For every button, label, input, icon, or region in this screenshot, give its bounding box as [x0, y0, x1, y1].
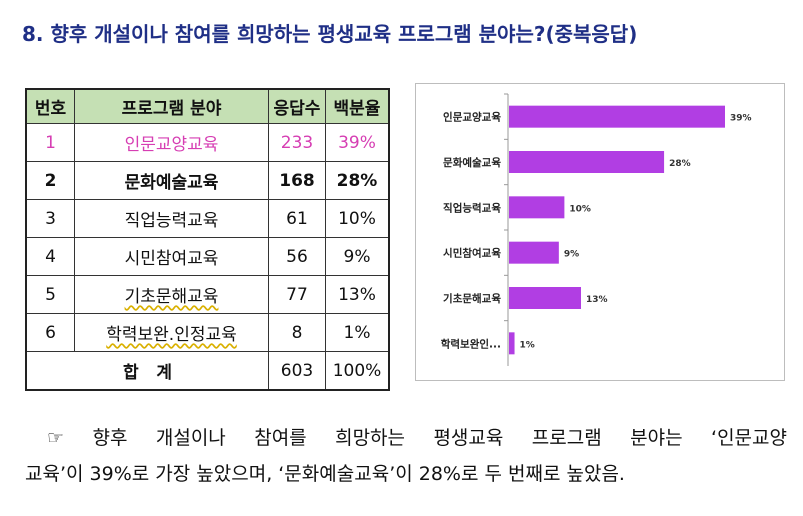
row-field: 인문교양교육 — [74, 123, 269, 162]
summary-line-1: ☞ 향후 개설이나 참여를 희망하는 평생교육 프로그램 분야는 ‘인문교양 — [47, 427, 787, 449]
total-percent: 100% — [325, 351, 390, 391]
bar — [509, 287, 581, 309]
table-row: 1 인문교양교육 233 39% — [25, 123, 390, 162]
row-number: 2 — [25, 161, 75, 200]
bar-chart-svg: 인문교양교육 39% 문화예술교육 28% 직업능력교육 10% 시민참여교육 9% 기초문해교… — [441, 93, 752, 366]
row-count: 233 — [268, 123, 326, 162]
category-label: 학력보완인... — [441, 337, 501, 350]
data-label: 28% — [669, 159, 691, 169]
row-percent: 39% — [325, 123, 390, 162]
row-count: 56 — [268, 237, 326, 276]
data-label: 13% — [586, 295, 608, 305]
response-table: 번호 프로그램 분야 응답수 백분율 1 인문교양교육 233 39% 2 문화… — [25, 88, 390, 391]
row-number: 3 — [25, 199, 75, 238]
data-label: 10% — [569, 204, 591, 214]
table-row: 2 문화예술교육 168 28% — [25, 161, 390, 200]
question-heading: 8. 향후 개설이나 참여를 희망하는 평생교육 프로그램 분야는?(중복응답) — [22, 22, 638, 46]
summary-line-2: 교육’이 39%로 가장 높았으며, ‘문화예술교육’이 28%로 두 번째로 … — [25, 463, 625, 485]
row-percent: 10% — [325, 199, 390, 238]
total-count: 603 — [268, 351, 326, 391]
row-number: 5 — [25, 275, 75, 314]
row-field: 직업능력교육 — [74, 199, 269, 238]
row-field: 시민참여교육 — [74, 237, 269, 276]
row-field: 문화예술교육 — [74, 161, 269, 200]
category-label: 문화예술교육 — [443, 156, 501, 169]
data-label: 9% — [564, 250, 579, 260]
table-row: 6 학력보완.인정교육 8 1% — [25, 313, 390, 352]
bar-chart: 인문교양교육 39% 문화예술교육 28% 직업능력교육 10% 시민참여교육 9% 기초문해교… — [415, 83, 785, 381]
row-number: 4 — [25, 237, 75, 276]
bar — [509, 332, 515, 355]
header-number: 번호 — [25, 88, 75, 124]
bar — [509, 196, 565, 219]
category-label: 인문교양교육 — [443, 111, 501, 124]
table-row: 3 직업능력교육 61 10% — [25, 199, 390, 238]
header-count: 응답수 — [268, 88, 326, 124]
total-label: 합 계 — [25, 351, 269, 391]
category-label: 기초문해교육 — [443, 292, 501, 305]
table-total-row: 합 계 603 100% — [25, 351, 390, 391]
data-label: 1% — [520, 340, 535, 350]
row-number: 6 — [25, 313, 75, 352]
row-field: 기초문해교육 — [74, 275, 269, 314]
table-row: 5 기초문해교육 77 13% — [25, 275, 390, 314]
table-header-row: 번호 프로그램 분야 응답수 백분율 — [25, 88, 390, 124]
category-label: 시민참여교육 — [443, 247, 501, 260]
row-field: 학력보완.인정교육 — [74, 313, 269, 352]
row-count: 61 — [268, 199, 326, 238]
category-label: 직업능력교육 — [443, 201, 501, 214]
bar — [509, 151, 665, 173]
row-count: 77 — [268, 275, 326, 314]
row-percent: 13% — [325, 275, 390, 314]
row-percent: 9% — [325, 237, 390, 276]
row-count: 168 — [268, 161, 326, 200]
header-field: 프로그램 분야 — [74, 88, 269, 124]
summary-paragraph: ☞ 향후 개설이나 참여를 희망하는 평생교육 프로그램 분야는 ‘인문교양 교… — [25, 420, 787, 492]
row-count: 8 — [268, 313, 326, 352]
data-label: 39% — [730, 114, 752, 124]
row-field-text: 기초문해교육 — [124, 287, 219, 307]
header-percent: 백분율 — [325, 88, 390, 124]
row-percent: 1% — [325, 313, 390, 352]
row-percent: 28% — [325, 161, 390, 200]
bar — [509, 105, 725, 128]
table-row: 4 시민참여교육 56 9% — [25, 237, 390, 276]
row-field-text: 학력보완.인정교육 — [106, 325, 237, 345]
bar — [509, 241, 559, 264]
row-number: 1 — [25, 123, 75, 162]
